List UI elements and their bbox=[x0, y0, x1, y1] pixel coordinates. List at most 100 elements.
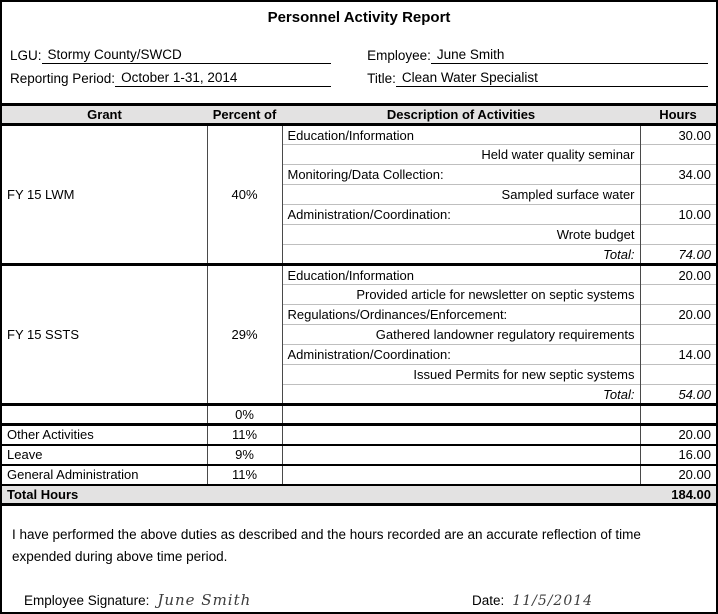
title-field: Title: Clean Water Specialist bbox=[367, 70, 708, 87]
signature-row: Employee Signature: June Smith Date: 11/… bbox=[12, 591, 706, 609]
col-header-grant: Grant bbox=[2, 103, 207, 126]
activity-detail: Held water quality seminar bbox=[282, 144, 641, 165]
date-label: Date: bbox=[472, 592, 505, 608]
activity-category: Regulations/Ordinances/Enforcement: bbox=[282, 304, 641, 325]
activity-hours bbox=[640, 184, 716, 205]
section-total-row: Total: 74.00 bbox=[2, 244, 716, 265]
activity-hours: 10.00 bbox=[640, 204, 716, 225]
activity-hours: 14.00 bbox=[640, 344, 716, 365]
summary-hours: 20.00 bbox=[640, 423, 716, 445]
employee-value[interactable]: June Smith bbox=[430, 47, 708, 64]
activity-hours bbox=[640, 364, 716, 385]
summary-description bbox=[282, 403, 641, 425]
summary-percent: 11% bbox=[207, 423, 283, 445]
activity-hours: 34.00 bbox=[640, 164, 716, 185]
col-header-percent: Percent of bbox=[207, 103, 282, 126]
certification-section: I have performed the above duties as des… bbox=[2, 506, 716, 609]
section-total-label: Total: bbox=[282, 244, 641, 265]
activity-category: Monitoring/Data Collection: bbox=[282, 164, 641, 185]
lgu-value[interactable]: Stormy County/SWCD bbox=[41, 47, 332, 64]
summary-percent: 0% bbox=[207, 403, 283, 425]
section-total-hours: 74.00 bbox=[640, 244, 716, 265]
section-total-row: Total: 54.00 bbox=[2, 384, 716, 405]
grant-percent: 40% bbox=[207, 124, 283, 265]
table-row: Administration/Coordination: 10.00 bbox=[2, 204, 716, 225]
summary-label bbox=[2, 403, 208, 425]
table-row: Held water quality seminar bbox=[2, 144, 716, 165]
activity-table: Grant Percent of Description of Activiti… bbox=[2, 103, 716, 506]
activity-hours: 20.00 bbox=[640, 263, 716, 285]
activity-detail: Gathered landowner regulatory requiremen… bbox=[282, 324, 641, 345]
summary-row: 0% bbox=[2, 403, 716, 425]
activity-hours bbox=[640, 224, 716, 245]
activity-hours bbox=[640, 144, 716, 165]
section-total-hours: 54.00 bbox=[640, 384, 716, 405]
total-hours-row: Total Hours 184.00 bbox=[2, 483, 716, 506]
summary-percent: 9% bbox=[207, 443, 283, 465]
summary-percent: 11% bbox=[207, 463, 283, 485]
summary-label: Other Activities bbox=[2, 423, 208, 445]
summary-hours: 20.00 bbox=[640, 463, 716, 485]
lgu-field: LGU: Stormy County/SWCD bbox=[10, 47, 332, 64]
table-row: Wrote budget bbox=[2, 224, 716, 245]
date-field: Date: 11/5/2014 bbox=[472, 593, 593, 609]
field-row-2: Reporting Period: October 1-31, 2014 Tit… bbox=[10, 64, 708, 87]
activity-hours bbox=[640, 284, 716, 305]
summary-row: Leave 9% 16.00 bbox=[2, 443, 716, 465]
activity-detail: Wrote budget bbox=[282, 224, 641, 245]
col-header-hours: Hours bbox=[640, 103, 716, 126]
summary-row: Other Activities 11% 20.00 bbox=[2, 423, 716, 445]
summary-row: General Administration 11% 20.00 bbox=[2, 463, 716, 485]
activity-category: Administration/Coordination: bbox=[282, 344, 641, 365]
activity-category: Education/Information bbox=[282, 263, 641, 285]
employee-label: Employee: bbox=[367, 48, 431, 63]
summary-description bbox=[282, 423, 641, 445]
activity-category: Education/Information bbox=[282, 124, 641, 145]
header-fields: LGU: Stormy County/SWCD Employee: June S… bbox=[2, 41, 716, 87]
activity-hours bbox=[640, 324, 716, 345]
summary-label: Leave bbox=[2, 443, 208, 465]
activity-hours: 30.00 bbox=[678, 127, 711, 143]
grant-name: FY 15 SSTS bbox=[2, 263, 208, 405]
table-row: FY 15 SSTS 29% Education/Information 20.… bbox=[2, 263, 716, 405]
employee-signature-field: Employee Signature: June Smith bbox=[24, 591, 472, 609]
reporting-period-field: Reporting Period: October 1-31, 2014 bbox=[10, 70, 332, 87]
table-row: Gathered landowner regulatory requiremen… bbox=[2, 324, 716, 345]
activity-detail: Issued Permits for new septic systems bbox=[282, 364, 641, 385]
reporting-period-value[interactable]: October 1-31, 2014 bbox=[115, 70, 332, 87]
activity-detail: Sampled surface water bbox=[282, 184, 641, 205]
table-row: Monitoring/Data Collection: 34.00 bbox=[2, 164, 716, 185]
summary-hours bbox=[640, 403, 716, 425]
employee-field: Employee: June Smith bbox=[367, 47, 708, 64]
grant-name: FY 15 LWM bbox=[2, 124, 208, 265]
summary-description bbox=[282, 443, 641, 465]
title-value[interactable]: Clean Water Specialist bbox=[395, 70, 708, 87]
table-row: FY 15 LWM 40% Education/Information 30.0… bbox=[2, 124, 716, 265]
total-hours-value: 184.00 bbox=[640, 483, 716, 506]
activity-hours: 20.00 bbox=[640, 304, 716, 325]
table-row: Regulations/Ordinances/Enforcement: 20.0… bbox=[2, 304, 716, 325]
table-row: Issued Permits for new septic systems bbox=[2, 364, 716, 385]
date-value[interactable]: 11/5/2014 bbox=[512, 592, 594, 609]
summary-hours: 16.00 bbox=[640, 443, 716, 465]
section-total-label: Total: bbox=[282, 384, 641, 405]
table-row: Sampled surface water bbox=[2, 184, 716, 205]
reporting-period-label: Reporting Period: bbox=[10, 71, 116, 86]
certification-statement: I have performed the above duties as des… bbox=[12, 527, 641, 565]
lgu-label: LGU: bbox=[10, 48, 42, 63]
col-header-description: Description of Activities bbox=[282, 103, 640, 126]
title-label: Title: bbox=[367, 71, 396, 86]
total-hours-label: Total Hours bbox=[2, 483, 640, 506]
employee-signature-value[interactable]: June Smith bbox=[157, 590, 252, 609]
table-row: Administration/Coordination: 14.00 bbox=[2, 344, 716, 365]
activity-category: Administration/Coordination: bbox=[282, 204, 641, 225]
summary-description bbox=[282, 463, 641, 485]
summary-label: General Administration bbox=[2, 463, 208, 485]
employee-signature-label: Employee Signature: bbox=[24, 592, 150, 608]
grant-percent: 29% bbox=[207, 263, 283, 405]
table-row: Provided article for newsletter on septi… bbox=[2, 284, 716, 305]
page-title: Personnel Activity Report bbox=[267, 9, 451, 26]
activity-detail: Provided article for newsletter on septi… bbox=[282, 284, 641, 305]
table-header-row: Grant Percent of Description of Activiti… bbox=[2, 103, 716, 126]
